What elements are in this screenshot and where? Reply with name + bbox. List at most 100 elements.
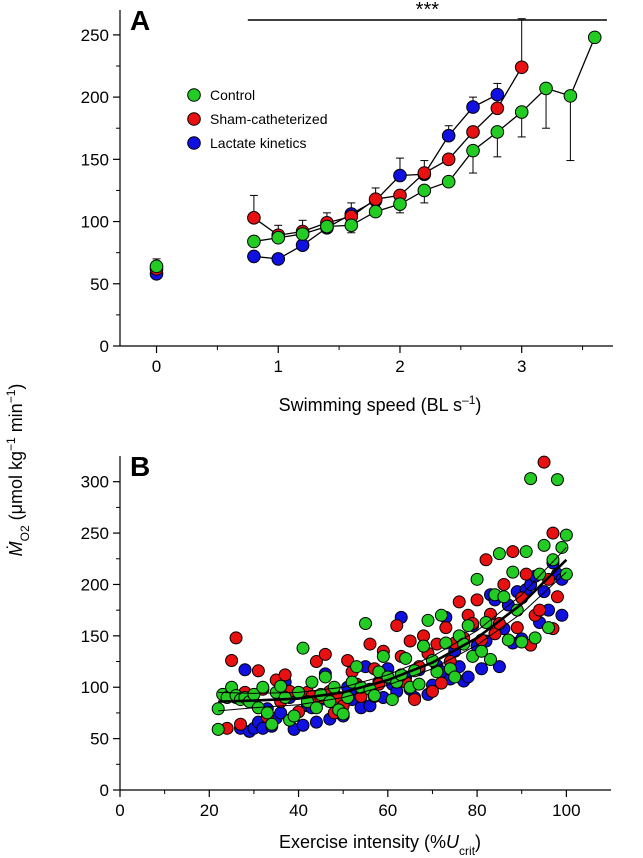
panel-a-point-lactate xyxy=(466,100,480,114)
panel-b-point-sham xyxy=(408,693,422,707)
panel-b-y-tick-label: 150 xyxy=(81,627,109,646)
panel-b-point-lactate xyxy=(296,718,310,732)
panel-b-point-control xyxy=(492,547,506,561)
panel-b-fit-upper-ci xyxy=(218,547,567,694)
panel-a-point-control xyxy=(587,30,602,45)
panel-b-point-control xyxy=(359,617,372,631)
panel-b-point-control xyxy=(483,652,497,666)
panel-a-point-control xyxy=(368,204,383,219)
panel-a-significance-label: *** xyxy=(416,0,440,21)
panel-b-marks xyxy=(211,455,573,738)
panel-b-fit-lower-ci xyxy=(218,571,567,712)
panel-b-point-control xyxy=(296,641,310,655)
panel-b-axes: 0 50 100 150 200 250 300 0 20 40 60 80 100 xyxy=(81,456,611,820)
panel-b-point-sham xyxy=(278,668,292,682)
panel-b-x-tick-label: 0 xyxy=(115,801,124,820)
panel-b-point-control xyxy=(439,636,453,650)
panel-b-point-sham xyxy=(251,664,265,678)
panel-b-point-control xyxy=(305,675,319,689)
panel-b-point-sham xyxy=(452,595,466,609)
panel-b-point-control xyxy=(412,677,426,691)
panel-b-point-lactate xyxy=(461,670,475,684)
panel-b-point-sham xyxy=(425,684,439,698)
panel-a-marks: *** xyxy=(149,0,607,281)
panel-b-point-control xyxy=(555,540,569,554)
panel-a-axes: 0 50 100 150 200 250 0 1 2 3 xyxy=(81,10,613,376)
panel-a-point-lactate xyxy=(247,249,261,264)
panel-a-y-tick-label: 150 xyxy=(81,150,109,169)
panel-b-point-sham xyxy=(234,717,248,731)
panel-b-point-lactate xyxy=(555,608,569,622)
panel-a-letter: A xyxy=(130,5,150,36)
panel-b-point-control xyxy=(256,680,270,694)
panel-b-point-sham xyxy=(434,676,448,690)
panel-b-x-tick-label: 60 xyxy=(378,801,397,820)
panel-b-point-control xyxy=(211,722,225,736)
panel-b-point-control xyxy=(524,472,538,486)
panel-b-point-sham xyxy=(390,619,404,633)
panel-b-point-control xyxy=(336,707,350,721)
panel-b-point-control xyxy=(417,639,431,653)
legend-marker-sham xyxy=(187,112,201,126)
panel-a-point-sham xyxy=(441,152,456,167)
panel-b-point-control xyxy=(497,590,511,604)
panel-b-point-sham xyxy=(318,647,332,661)
panel-b-point-control xyxy=(501,633,515,647)
legend-marker-lactate xyxy=(187,136,201,150)
panel-a-point-control xyxy=(417,183,432,198)
panel-b-x-tick-label: 80 xyxy=(468,801,487,820)
panel-b-point-control xyxy=(542,621,556,635)
panel-b-x-tick-label: 20 xyxy=(200,801,219,820)
panel-b-point-control xyxy=(546,553,560,567)
panel-b-point-control xyxy=(265,717,279,731)
panel-b-point-sham xyxy=(510,621,524,635)
panel-a-point-control xyxy=(563,89,578,103)
legend-label-control: Control xyxy=(210,87,255,103)
panel-b-point-control xyxy=(475,644,489,658)
panel-b-y-tick-label: 50 xyxy=(90,730,109,749)
panel-b-point-control xyxy=(506,565,520,579)
panel-a-point-lactate xyxy=(271,252,286,266)
panel-b-point-control xyxy=(448,670,462,684)
panel-b-point-sham xyxy=(519,567,533,581)
panel-b-point-control xyxy=(385,693,399,707)
panel-b-point-sham xyxy=(479,553,493,567)
panel-b-point-control xyxy=(376,649,390,663)
panel-a-point-control xyxy=(344,218,359,233)
panel-a-point-sham xyxy=(466,125,480,139)
panel-a-series-line-sham xyxy=(253,66,523,236)
panel-a-x-axis-label: Swimming speed (BL s–1) xyxy=(279,393,482,415)
panel-a-legend: Control Sham-catheterized Lactate kinetics xyxy=(187,87,328,151)
legend-marker-control xyxy=(187,88,201,102)
panel-b-point-lactate xyxy=(475,662,489,676)
panel-b-point-sham xyxy=(225,654,239,668)
panel-b-point-control xyxy=(470,572,484,586)
panel-b-point-control xyxy=(211,702,225,716)
panel-a-x-tick-label: 0 xyxy=(152,357,161,376)
panel-a-point-sham xyxy=(247,211,261,225)
panel-b-point-control xyxy=(399,651,413,665)
panel-b-point-control xyxy=(519,545,533,559)
panel-a-point-control xyxy=(271,230,286,245)
panel-b-point-control xyxy=(528,631,542,645)
panel-a-point-control xyxy=(393,197,407,211)
panel-b-point-sham xyxy=(341,654,355,668)
panel-b-point-sham xyxy=(309,655,323,669)
panel-a-y-tick-label: 200 xyxy=(81,88,109,107)
panel-b-point-control xyxy=(274,679,288,693)
panel-a-point-sham xyxy=(490,101,505,116)
panel-a-x-tick-label: 3 xyxy=(517,357,526,376)
panel-a-point-control xyxy=(247,234,261,249)
panel-b-x-tick-label: 40 xyxy=(289,801,308,820)
panel-b-point-control xyxy=(287,709,301,723)
panel-b-point-control xyxy=(309,701,323,715)
panel-a-point-sham xyxy=(417,166,432,180)
panel-b-point-sham xyxy=(533,603,547,617)
panel-b-point-control xyxy=(559,567,573,581)
panel-b-fit-curve xyxy=(218,558,568,703)
panel-b-point-control xyxy=(533,567,547,581)
panel-a-y-tick-label: 0 xyxy=(100,337,109,356)
panel-b-point-sham xyxy=(363,637,377,651)
panel-a-point-control xyxy=(539,81,553,96)
panel-b-point-sham xyxy=(537,455,551,469)
